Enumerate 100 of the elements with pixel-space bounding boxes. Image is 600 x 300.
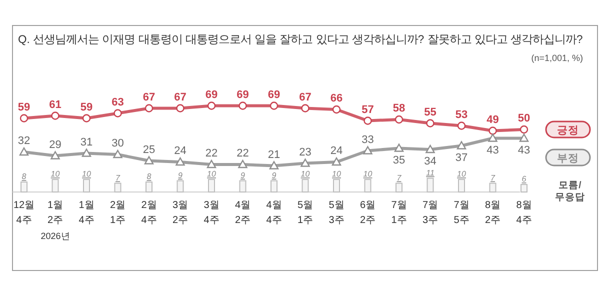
bar [458,179,465,192]
data-label: 67 [142,91,156,104]
data-label: 10 [207,170,216,178]
x-tick-label: 6월 2주 [360,200,376,226]
data-label: 8 [22,172,27,181]
data-label: 37 [455,152,468,164]
bar [208,179,215,192]
data-label: 10 [50,170,60,178]
data-label: 22 [205,148,218,160]
data-label: 25 [142,144,156,156]
data-label: 6 [522,174,527,184]
point [114,109,122,118]
bar [426,178,434,192]
point [238,160,248,168]
point [238,102,247,110]
point [176,104,184,112]
point [426,119,434,128]
text: 2026년 [40,231,70,241]
point [206,160,216,168]
point [332,105,341,114]
point [269,161,279,170]
data-label: 10 [363,170,373,178]
bar [114,182,122,192]
data-label: 35 [392,154,406,166]
point [519,134,529,142]
point [364,116,372,125]
point [332,157,342,166]
x-tick-label: 5월 1주 [297,200,314,226]
x-tick-label: 4월 2주 [234,200,251,226]
point [113,150,122,158]
data-label: 7 [116,173,121,182]
x-tick-label: 5월 3주 [328,200,344,226]
data-label: 21 [268,148,280,161]
x-tick-label: 7월 5주 [454,200,470,226]
bar [146,182,152,192]
data-label: 53 [455,108,468,121]
point [520,125,528,134]
data-label: 50 [518,112,530,124]
text: 모름/무응답 [555,180,585,203]
bar [520,184,528,192]
data-label: 22 [236,148,249,160]
data-label: 67 [299,91,312,104]
bar [239,180,246,192]
x-tick-label: 3월 4주 [204,200,220,226]
point [20,114,28,122]
x-tick-label: 7월 1주 [391,200,407,226]
bar [83,179,90,192]
data-label: 69 [236,88,249,101]
data-label: 8 [146,172,152,181]
data-label: 9 [178,170,184,180]
data-label: 43 [518,144,530,156]
bar [302,179,309,192]
data-label: 10 [300,170,310,178]
data-label: 59 [80,101,93,114]
point [363,146,372,154]
data-label: 7 [396,173,402,182]
data-label: 33 [362,134,374,146]
point [19,147,29,156]
data-label: 30 [112,138,124,150]
point [457,122,466,130]
data-label: 24 [330,145,343,157]
x-tick-label: 1월 2주 [47,200,64,226]
point [270,102,278,110]
data-label: 9 [272,170,277,180]
point [144,156,154,164]
x-tick-label: 12월 4주 [13,200,35,226]
point [426,144,435,154]
point [82,148,92,157]
bar [20,182,28,192]
data-label: 10 [332,170,342,178]
bar [270,180,278,192]
data-label: 7 [490,173,496,182]
point [176,157,185,166]
bar [52,179,59,192]
data-label: 43 [486,144,499,156]
bar [333,179,340,192]
data-label: 57 [362,104,374,116]
data-label: 29 [49,138,62,151]
data-label: 59 [18,101,30,114]
data-label: 24 [174,145,186,157]
x-tick-label: 8월 2주 [484,200,501,226]
text: (n=1,001, %) [531,53,583,63]
point [456,141,466,150]
point [394,115,404,124]
data-label: 34 [424,156,436,168]
bar [364,179,372,192]
x-tick-label: 1월 4주 [78,200,94,226]
data-label: 58 [392,102,406,114]
data-label: 49 [486,114,499,126]
x-tick-label: 3월 2주 [172,200,188,226]
point [488,126,497,135]
point [144,104,154,112]
data-label: 32 [18,135,30,147]
data-label: 9 [240,170,246,180]
data-label: 10 [457,170,466,178]
data-label: 69 [268,88,280,101]
x-tick-label: 2월 4주 [141,200,157,226]
data-label: 31 [80,136,93,148]
data-label: 63 [112,96,124,108]
data-label: 69 [205,88,218,101]
